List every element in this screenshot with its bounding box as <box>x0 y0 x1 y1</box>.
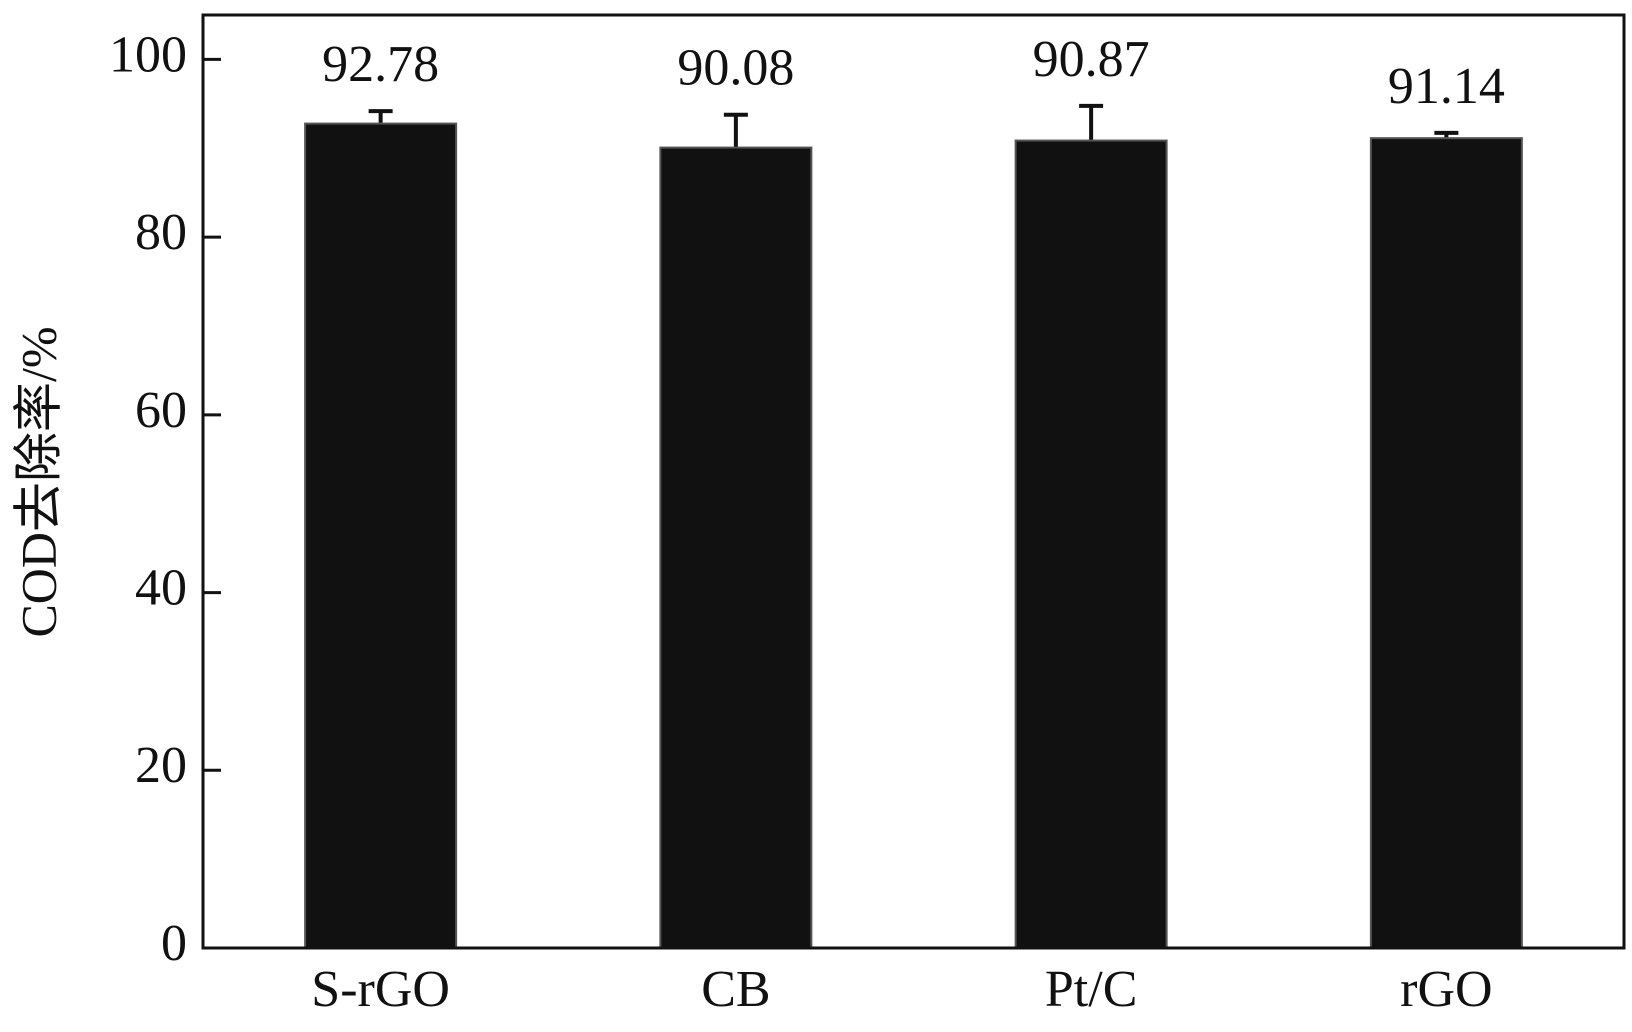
bar <box>1369 137 1523 949</box>
y-tick-label: 60 <box>135 382 187 439</box>
value-label: 91.14 <box>1388 58 1505 115</box>
y-tick-label: 40 <box>135 560 187 617</box>
bar <box>304 122 458 949</box>
value-label: 90.87 <box>1033 31 1150 88</box>
x-tick-label: Pt/C <box>1045 961 1138 1018</box>
bar <box>659 146 813 950</box>
plot-frame <box>201 13 1626 950</box>
x-tick-label: rGO <box>1400 961 1492 1018</box>
value-label: 90.08 <box>677 40 794 97</box>
x-tick-label: S-rGO <box>311 961 450 1018</box>
value-label: 92.78 <box>322 36 439 93</box>
y-tick-label: 0 <box>161 915 187 972</box>
bar <box>1014 139 1168 950</box>
y-tick-label: 100 <box>109 26 187 83</box>
y-tick-label: 80 <box>135 204 187 261</box>
y-tick-label: 20 <box>135 737 187 794</box>
y-axis-label: COD去除率/% <box>10 326 66 637</box>
x-tick-label: CB <box>701 961 770 1018</box>
